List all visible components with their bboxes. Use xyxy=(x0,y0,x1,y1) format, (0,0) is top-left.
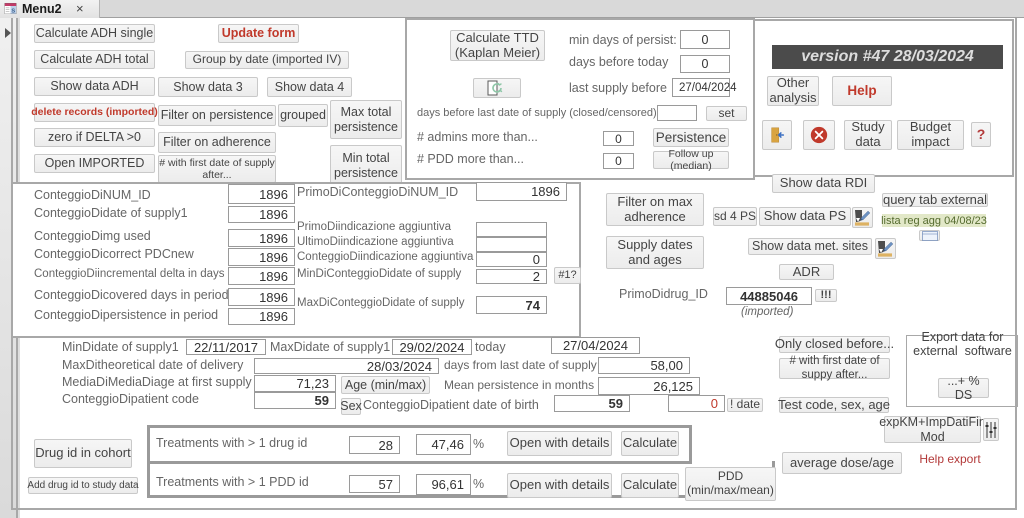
svg-text:S: S xyxy=(11,8,15,14)
